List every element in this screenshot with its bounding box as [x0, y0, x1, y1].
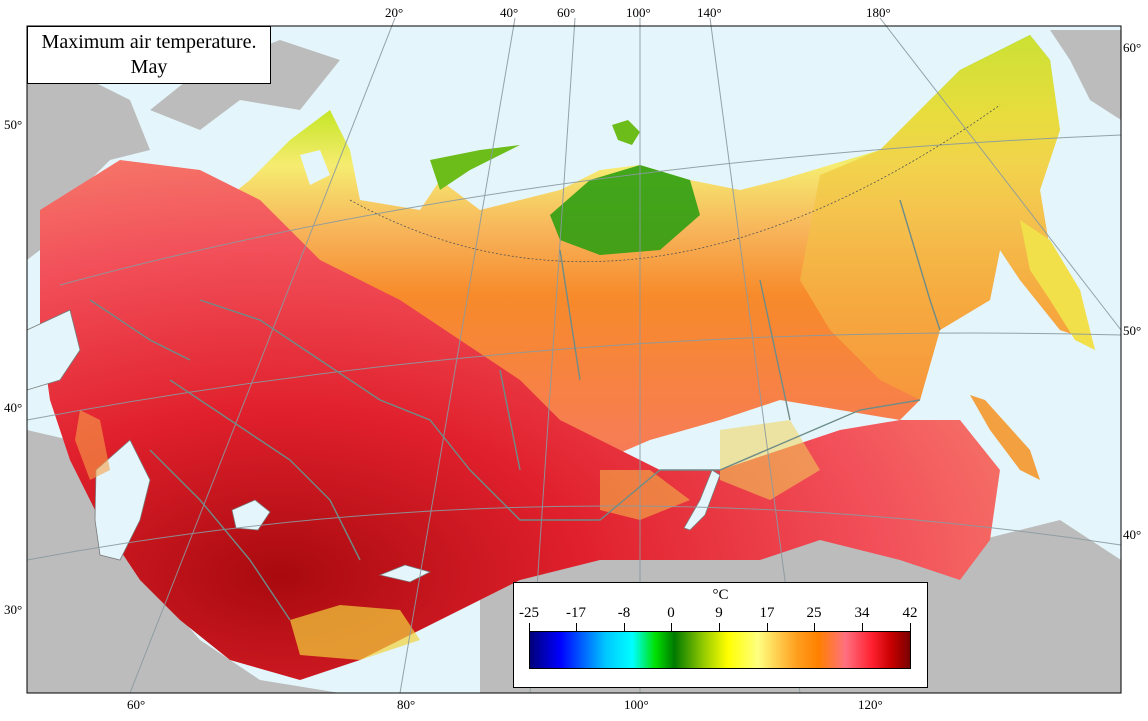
legend-tick-label: 34 — [854, 605, 870, 621]
right-latitude-label: 60° — [1123, 40, 1142, 55]
legend-tick — [814, 623, 815, 631]
top-longitude-label: 60° — [557, 5, 576, 20]
arctic-circle — [349, 104, 1001, 263]
region-caucasus — [75, 410, 110, 480]
legend-tick-label: 17 — [759, 605, 775, 621]
legend-color-bar — [529, 631, 911, 669]
legend-tick-labels: -25 -17 -8 0 9 17 25 34 42 — [514, 605, 927, 623]
legend-tick — [862, 623, 863, 631]
legend-tick-label: 25 — [806, 605, 822, 621]
map-title: Maximum air temperature. May — [27, 26, 271, 84]
region-sakhalin — [970, 395, 1040, 480]
legend-unit: °C — [712, 587, 729, 603]
right-latitude-label: 50° — [1123, 323, 1142, 338]
legend-tick — [719, 623, 720, 631]
legend-tick — [910, 623, 911, 631]
legend-tick-label: -17 — [566, 605, 586, 621]
region-pamir — [290, 605, 420, 660]
region-arctic-islands — [430, 120, 640, 190]
legend-tick — [529, 623, 530, 631]
legend-tick-label: 42 — [902, 605, 918, 621]
top-longitude-label: 20° — [385, 5, 404, 20]
top-longitude-label: 180° — [866, 5, 891, 20]
region-central-asia — [40, 160, 1000, 680]
title-line-1: Maximum air temperature. — [41, 31, 257, 53]
legend-tick — [767, 623, 768, 631]
lake-balkhash — [378, 564, 432, 583]
land-scandinavia — [150, 40, 340, 130]
land-alaska — [1050, 30, 1121, 120]
title-line-2: May — [130, 56, 168, 78]
left-latitude-label: 30° — [4, 602, 23, 617]
left-latitude-label: 40° — [4, 400, 23, 415]
bottom-longitude-label: 120° — [858, 697, 883, 712]
region-kamchatka — [1020, 220, 1095, 350]
bottom-longitude-label: 60° — [127, 697, 146, 712]
region-sayan — [600, 470, 690, 520]
borders — [89, 199, 941, 621]
left-latitude-label: 50° — [4, 117, 23, 132]
bottom-longitude-label: 80° — [397, 697, 416, 712]
legend-tick — [624, 623, 625, 631]
legend-tick-label: -25 — [519, 605, 539, 621]
aral-sea — [231, 499, 271, 531]
land-europe-west — [27, 80, 150, 260]
bottom-longitude-label: 100° — [624, 697, 649, 712]
top-longitude-label: 140° — [697, 5, 722, 20]
legend-tick — [671, 623, 672, 631]
graticule — [26, 17, 1122, 694]
top-longitude-label: 40° — [500, 5, 519, 20]
legend-tick-label: 0 — [667, 605, 675, 621]
top-longitude-label: 100° — [626, 5, 651, 20]
right-latitude-label: 40° — [1123, 527, 1142, 542]
legend-tick-label: -8 — [617, 605, 631, 621]
region-far-east — [800, 35, 1090, 400]
region-taymyr — [550, 165, 700, 255]
legend-tick — [576, 623, 577, 631]
white-sea — [300, 150, 330, 185]
legend: °C -25 -17 -8 0 9 17 25 34 42 — [513, 582, 928, 688]
land-south — [27, 430, 340, 693]
legend-tick-label: 9 — [715, 605, 723, 621]
region-transbaikal — [720, 420, 820, 500]
